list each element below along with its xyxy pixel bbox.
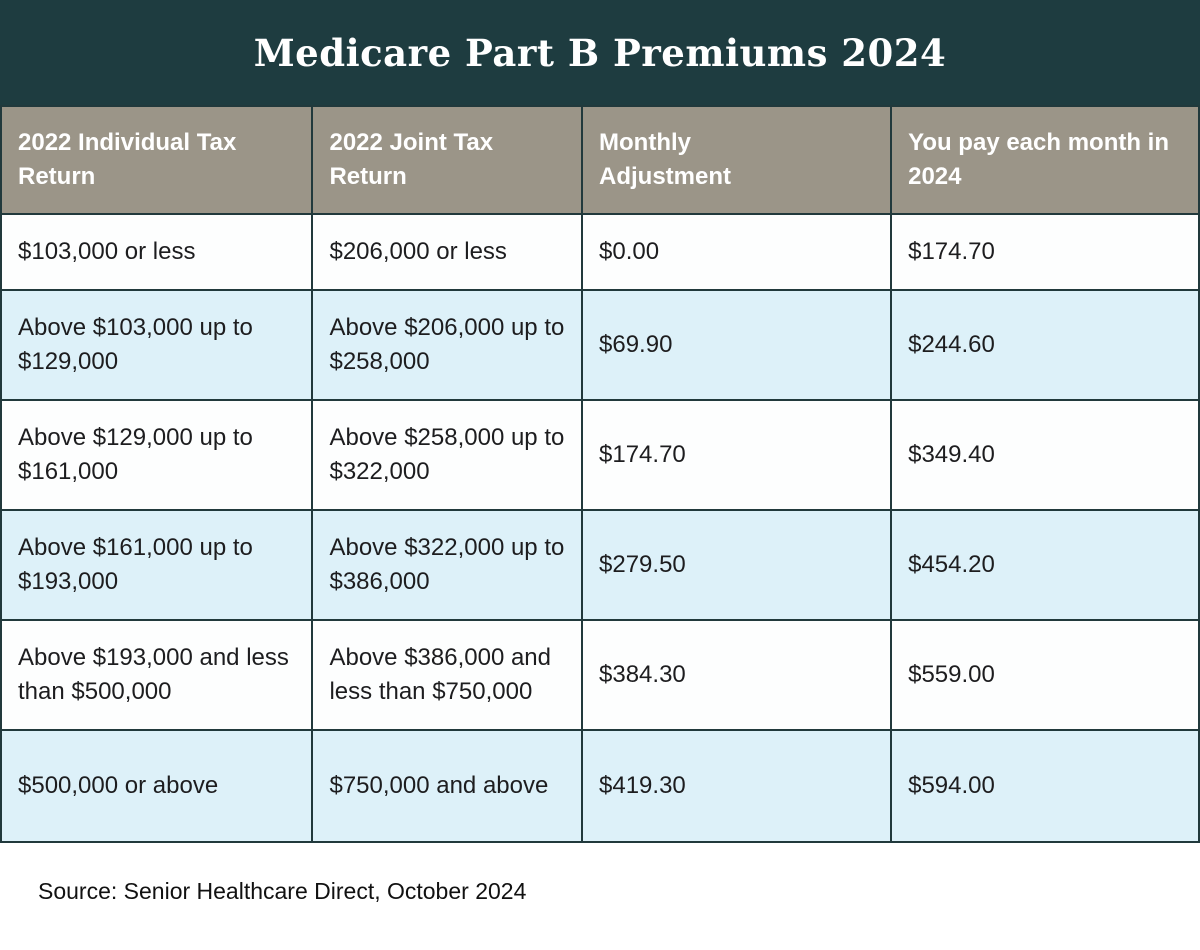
column-header-label: 2022 Joint Tax Return: [329, 128, 494, 190]
table-cell: $174.70: [581, 399, 893, 511]
table-cell: $174.70: [890, 213, 1200, 291]
table-cell: $500,000 or above: [0, 729, 314, 843]
table-row: Above $103,000 up to $129,000 Above $206,…: [0, 289, 1200, 401]
table-cell: $69.90: [581, 289, 893, 401]
source-note: Source: Senior Healthcare Direct, Octobe…: [38, 878, 527, 904]
table-cell: $559.00: [890, 619, 1200, 731]
table-cell: Above $386,000 and less than $750,000: [311, 619, 584, 731]
table-row: Above $193,000 and less than $500,000 Abo…: [0, 619, 1200, 731]
title-bar: Medicare Part B Premiums 2024: [0, 0, 1200, 105]
table-row: $103,000 or less $206,000 or less $0.00 $17…: [0, 213, 1200, 291]
table-header-row: 2022 Individual Tax Return 2022 Joint Tax…: [0, 105, 1200, 215]
column-header: 2022 Joint Tax Return: [311, 105, 584, 215]
table-cell: $384.30: [581, 619, 893, 731]
table-cell: $0.00: [581, 213, 893, 291]
table-cell: $244.60: [890, 289, 1200, 401]
table-cell: Above $322,000 up to $386,000: [311, 509, 584, 621]
footer: Source: Senior Healthcare Direct, Octobe…: [0, 843, 1200, 950]
table-cell: $750,000 and above: [311, 729, 584, 843]
column-header: Monthly Adjustment: [581, 105, 893, 215]
page-title: Medicare Part B Premiums 2024: [253, 30, 947, 75]
table-cell: $279.50: [581, 509, 893, 621]
table-cell: $419.30: [581, 729, 893, 843]
column-header: 2022 Individual Tax Return: [0, 105, 314, 215]
table-cell: Above $161,000 up to $193,000: [0, 509, 314, 621]
table-row: Above $161,000 up to $193,000 Above $322,…: [0, 509, 1200, 621]
column-header: You pay each month in 2024: [890, 105, 1200, 215]
table-cell: Above $258,000 up to $322,000: [311, 399, 584, 511]
table-cell: Above $206,000 up to $258,000: [311, 289, 584, 401]
column-header-label: 2022 Individual Tax Return: [18, 128, 237, 190]
table-row: $500,000 or above $750,000 and above $419.…: [0, 729, 1200, 843]
column-header-label: You pay each month in 2024: [908, 128, 1170, 190]
table-cell: $206,000 or less: [311, 213, 584, 291]
table-cell: $594.00: [890, 729, 1200, 843]
table-cell: Above $193,000 and less than $500,000: [0, 619, 314, 731]
premiums-table: 2022 Individual Tax Return 2022 Joint Tax…: [0, 105, 1200, 843]
column-header-label: Monthly Adjustment: [599, 128, 732, 190]
table-cell: Above $129,000 up to $161,000: [0, 399, 314, 511]
table-cell: Above $103,000 up to $129,000: [0, 289, 314, 401]
table-row: Above $129,000 up to $161,000 Above $258,…: [0, 399, 1200, 511]
table-cell: $103,000 or less: [0, 213, 314, 291]
table-cell: $349.40: [890, 399, 1200, 511]
table-cell: $454.20: [890, 509, 1200, 621]
